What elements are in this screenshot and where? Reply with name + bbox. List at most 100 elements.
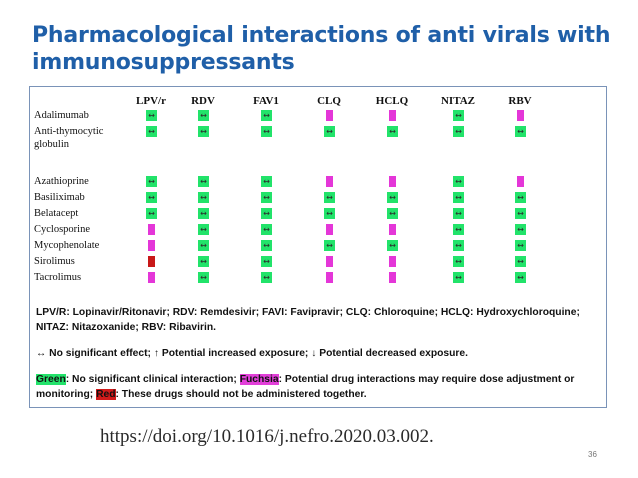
interaction-cell: ↔ [146, 208, 157, 219]
interaction-cell: ↔ [453, 256, 464, 267]
table-row: Mycophenolate ↔ ↔ ↔ ↔ ↔ ↔ [30, 239, 606, 254]
interaction-cell: ↔ [261, 240, 272, 251]
table-row: Belatacept ↔ ↔ ↔ ↔ ↔ ↔ ↔ [30, 207, 606, 222]
symbols-legend: ↔ No significant effect; ↑ Potential inc… [36, 348, 469, 359]
interaction-cell: ↔ [261, 176, 272, 187]
interaction-cell: ↔ [515, 240, 526, 251]
interaction-cell [148, 224, 155, 235]
column-header: HCLQ [375, 95, 409, 107]
column-header: FAV1 [253, 95, 279, 107]
drug-name: Adalimumab [34, 110, 89, 121]
interaction-cell: ↔ [261, 224, 272, 235]
interaction-cell [517, 176, 524, 187]
legend-green-label: Green [36, 374, 66, 385]
table-row: Cyclosporine ↔ ↔ ↔ ↔ [30, 223, 606, 238]
interaction-cell: ↔ [515, 256, 526, 267]
interaction-table-figure: LPV/r RDV FAV1 CLQ HCLQ NITAZ RBV Adalimumab ↔ ↔… [29, 86, 607, 408]
interaction-cell: ↔ [515, 224, 526, 235]
interaction-cell [389, 224, 396, 235]
interaction-cell: ↔ [261, 272, 272, 283]
interaction-cell: ↔ [515, 192, 526, 203]
drug-name: Mycophenolate [34, 240, 100, 251]
interaction-cell: ↔ [453, 240, 464, 251]
interaction-cell: ↔ [198, 192, 209, 203]
interaction-cell: ↔ [453, 176, 464, 187]
legend-fuchsia-text: : Potential drug interactions may requir… [36, 374, 575, 400]
table-row: Azathioprine ↔ ↔ ↔ ↔ [30, 175, 606, 190]
interaction-cell: ↔ [324, 126, 335, 137]
table-row: Basiliximab ↔ ↔ ↔ ↔ ↔ ↔ ↔ [30, 191, 606, 206]
interaction-cell: ↔ [324, 240, 335, 251]
interaction-cell: ↔ [453, 192, 464, 203]
interaction-cell: ↔ [198, 240, 209, 251]
interaction-cell [148, 256, 155, 267]
interaction-cell: ↔ [198, 126, 209, 137]
interaction-cell: ↔ [261, 256, 272, 267]
interaction-cell: ↔ [261, 208, 272, 219]
interaction-cell: ↔ [198, 272, 209, 283]
table-header-row: LPV/r RDV FAV1 CLQ HCLQ NITAZ RBV [30, 95, 606, 111]
drug-name: Tacrolimus [34, 272, 82, 283]
column-header: LPV/r [136, 95, 166, 107]
interaction-cell: ↔ [515, 272, 526, 283]
drug-name: Belatacept [34, 208, 79, 219]
table-row: Anti-thymocytic globulin ↔ ↔ ↔ ↔ ↔ ↔ ↔ [30, 125, 606, 150]
interaction-cell: ↔ [515, 126, 526, 137]
interaction-cell: ↔ [198, 208, 209, 219]
drug-name: Anti-thymocytic globulin [34, 126, 104, 150]
legend-fuchsia-label: Fuchsia [239, 374, 279, 385]
drug-name: Azathioprine [34, 176, 89, 187]
interaction-cell [326, 224, 333, 235]
interaction-cell: ↔ [453, 272, 464, 283]
interaction-cell: ↔ [198, 176, 209, 187]
legend-red-text: : These drugs should not be administered… [115, 389, 367, 400]
table-row: Tacrolimus ↔ ↔ ↔ ↔ [30, 271, 606, 286]
interaction-cell [389, 110, 396, 121]
interaction-cell [389, 176, 396, 187]
interaction-cell [389, 272, 396, 283]
column-header: NITAZ [440, 95, 476, 107]
interaction-cell: ↔ [198, 256, 209, 267]
interaction-cell: ↔ [453, 224, 464, 235]
interaction-cell [326, 256, 333, 267]
interaction-cell: ↔ [324, 208, 335, 219]
table-row: Adalimumab ↔ ↔ ↔ ↔ [30, 109, 606, 124]
interaction-cell: ↔ [146, 110, 157, 121]
interaction-cell [517, 110, 524, 121]
slide-title: Pharmacological interactions of anti vir… [32, 23, 611, 75]
interaction-cell: ↔ [146, 192, 157, 203]
interaction-cell: ↔ [261, 110, 272, 121]
interaction-cell [389, 256, 396, 267]
abbreviations-note: LPV/R: Lopinavir/Ritonavir; RDV: Remdesi… [36, 307, 580, 333]
interaction-cell: ↔ [387, 208, 398, 219]
color-legend: Green: No significant clinical interacti… [36, 372, 602, 402]
interaction-cell [148, 272, 155, 283]
interaction-cell [326, 176, 333, 187]
interaction-cell: ↔ [261, 192, 272, 203]
legend-green-text: : No significant clinical interaction; [65, 374, 240, 385]
interaction-cell: ↔ [453, 126, 464, 137]
interaction-cell: ↔ [198, 224, 209, 235]
interaction-cell: ↔ [198, 110, 209, 121]
drug-name: Basiliximab [34, 192, 85, 203]
interaction-cell: ↔ [146, 176, 157, 187]
interaction-cell: ↔ [387, 240, 398, 251]
interaction-cell: ↔ [261, 126, 272, 137]
interaction-cell: ↔ [324, 192, 335, 203]
column-header: RBV [508, 95, 532, 107]
interaction-cell [326, 110, 333, 121]
column-header: CLQ [317, 95, 341, 107]
interaction-cell: ↔ [387, 192, 398, 203]
interaction-cell: ↔ [146, 126, 157, 137]
interaction-cell [326, 272, 333, 283]
drug-name: Cyclosporine [34, 224, 90, 235]
doi-link[interactable]: https://doi.org/10.1016/j.nefro.2020.03.… [100, 426, 434, 447]
table-row: Sirolimus ↔ ↔ ↔ ↔ [30, 255, 606, 270]
interaction-cell: ↔ [453, 208, 464, 219]
interaction-cell: ↔ [515, 208, 526, 219]
column-header: RDV [191, 95, 215, 107]
interaction-cell [148, 240, 155, 251]
page-number: 36 [588, 450, 597, 459]
interaction-cell: ↔ [453, 110, 464, 121]
interaction-cell: ↔ [387, 126, 398, 137]
